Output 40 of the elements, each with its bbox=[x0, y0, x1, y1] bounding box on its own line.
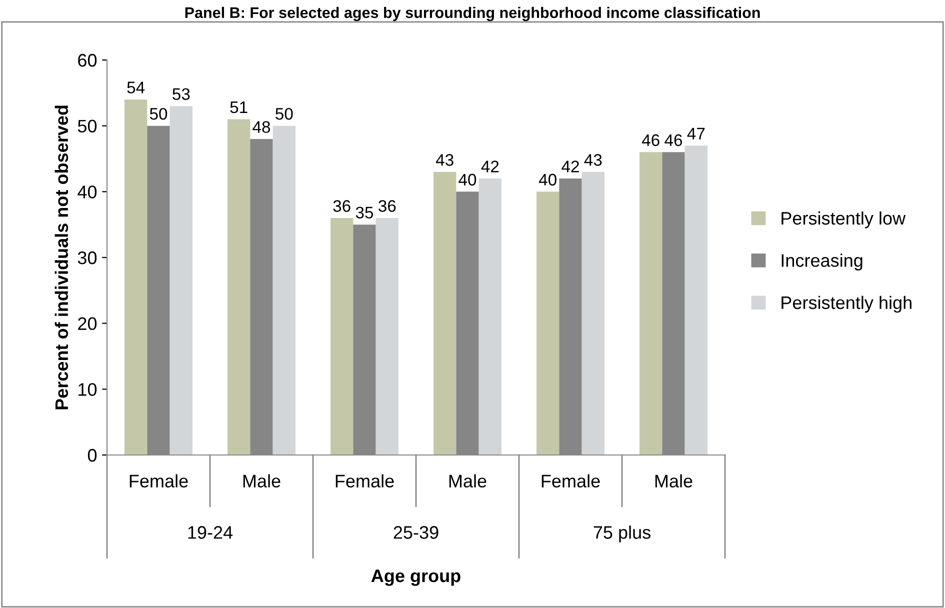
y-tick-label: 40 bbox=[78, 186, 97, 198]
data-label: 53 bbox=[172, 88, 190, 100]
y-tick-label: 0 bbox=[88, 448, 97, 462]
x-tick-label: Female bbox=[130, 474, 188, 488]
x-tick-label: Female bbox=[542, 474, 600, 488]
x-tick-label: Female bbox=[336, 474, 394, 488]
data-label: 51 bbox=[230, 102, 248, 114]
text: 19-24 bbox=[188, 526, 233, 539]
data-label: 47 bbox=[687, 128, 705, 140]
data-label: 50 bbox=[150, 108, 168, 120]
x-tick-label: Male bbox=[655, 474, 692, 488]
legend-label: Persistently low bbox=[782, 211, 906, 228]
data-label: 36 bbox=[333, 200, 350, 212]
data-label: 43 bbox=[584, 154, 602, 166]
data-label: 36 bbox=[378, 200, 396, 212]
y-axis-title: Percent of individuals not observed bbox=[54, 106, 68, 410]
data-label: 42 bbox=[562, 160, 579, 172]
data-label: 48 bbox=[252, 121, 270, 133]
x-tick-label: Male bbox=[449, 474, 486, 488]
y-tick-label: 10 bbox=[78, 383, 97, 396]
data-label: 40 bbox=[538, 174, 556, 186]
text: 25-39 bbox=[394, 526, 438, 539]
chart-title: Panel B: For selected ages by surrounding neighborhood income classification bbox=[185, 6, 760, 22]
data-label: 40 bbox=[458, 174, 476, 186]
data-label: 50 bbox=[276, 108, 293, 120]
legend-label: Persistently high bbox=[782, 296, 912, 313]
data-label: 54 bbox=[127, 82, 145, 94]
x-axis-title: Age group bbox=[371, 570, 460, 586]
y-tick-label: 30 bbox=[78, 251, 97, 264]
data-label: 42 bbox=[481, 160, 499, 172]
text: 75 plus bbox=[594, 526, 650, 542]
data-label: 35 bbox=[356, 206, 374, 219]
data-label: 46 bbox=[664, 134, 682, 146]
data-label: 43 bbox=[436, 154, 454, 166]
y-tick-label: 50 bbox=[78, 120, 97, 133]
data-label: 46 bbox=[642, 134, 660, 146]
legend-label: Increasing bbox=[782, 254, 862, 270]
y-tick-label: 60 bbox=[78, 54, 97, 67]
x-tick-label: Male bbox=[243, 474, 280, 488]
y-tick-label: 20 bbox=[78, 317, 97, 330]
